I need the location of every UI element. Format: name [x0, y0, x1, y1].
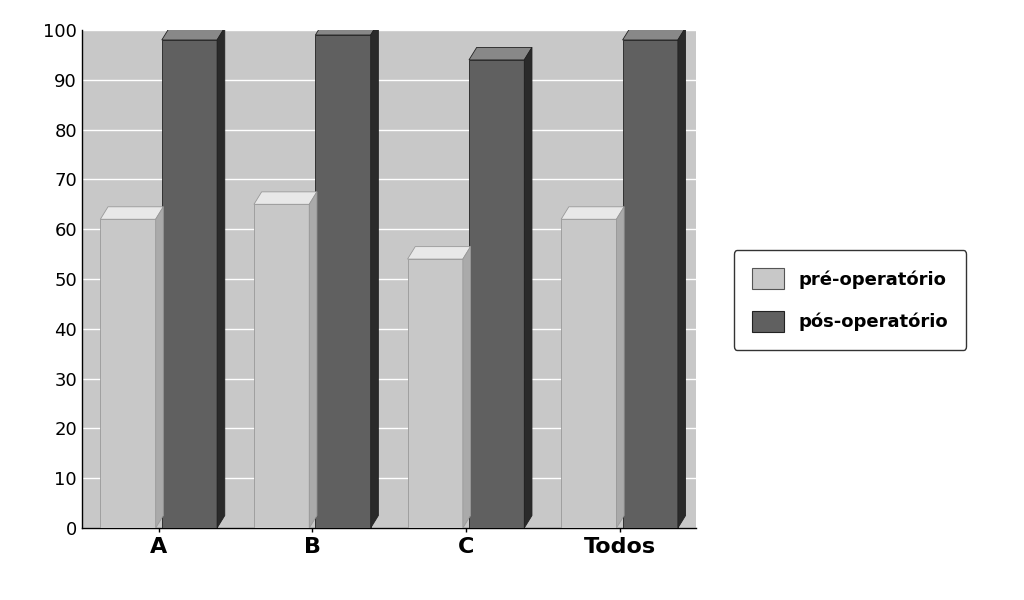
Polygon shape	[469, 60, 524, 528]
Polygon shape	[408, 247, 470, 259]
Legend: pré-operatório, pós-operatório: pré-operatório, pós-operatório	[733, 250, 967, 350]
Polygon shape	[561, 207, 624, 219]
Polygon shape	[217, 28, 225, 528]
Polygon shape	[254, 204, 309, 528]
Polygon shape	[524, 47, 532, 528]
Polygon shape	[463, 247, 470, 528]
Polygon shape	[469, 47, 532, 60]
Polygon shape	[100, 219, 156, 528]
Polygon shape	[162, 28, 225, 40]
Polygon shape	[315, 23, 379, 35]
Polygon shape	[162, 40, 217, 528]
Polygon shape	[309, 192, 317, 528]
Polygon shape	[156, 207, 164, 528]
Polygon shape	[408, 259, 463, 528]
Polygon shape	[616, 207, 624, 528]
Polygon shape	[561, 219, 616, 528]
Polygon shape	[315, 35, 371, 528]
Polygon shape	[623, 28, 685, 40]
Polygon shape	[254, 192, 317, 204]
Polygon shape	[100, 207, 164, 219]
Polygon shape	[623, 40, 678, 528]
Polygon shape	[678, 28, 685, 528]
Polygon shape	[371, 23, 379, 528]
